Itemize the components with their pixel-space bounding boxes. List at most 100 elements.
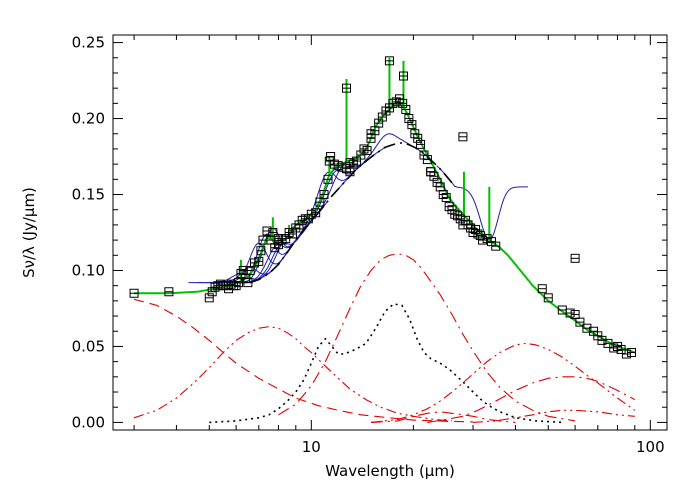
observed-point-59 bbox=[388, 98, 398, 108]
observed-point-46 bbox=[342, 164, 352, 174]
observed-point-1 bbox=[164, 287, 174, 297]
y-tick-label: 0.10 bbox=[72, 261, 105, 279]
y-tick-label: 0.25 bbox=[72, 34, 105, 52]
observed-point-84 bbox=[463, 220, 473, 230]
x-tick-label: 100 bbox=[636, 438, 665, 456]
ticks-layer: 0.00 0.05 0.10 0.15 0.20 0.25 10 100 bbox=[72, 34, 667, 456]
observed-point-110 bbox=[342, 83, 352, 93]
y-tick-label: 0.00 bbox=[72, 413, 105, 431]
observed-point-113 bbox=[273, 234, 283, 244]
observed-point-72 bbox=[429, 171, 439, 181]
x-axis-title: Wavelength (μm) bbox=[325, 462, 455, 480]
observed-point-69 bbox=[419, 150, 429, 160]
x-tick-label: 10 bbox=[302, 438, 321, 456]
observed-point-78 bbox=[447, 205, 457, 215]
observed-point-2 bbox=[204, 293, 214, 303]
observed-point-14 bbox=[236, 269, 246, 279]
observed-point-64 bbox=[404, 114, 414, 124]
observed-point-51 bbox=[359, 144, 369, 154]
observed-point-93 bbox=[491, 241, 501, 251]
observed-point-85 bbox=[466, 223, 476, 233]
observed-point-94 bbox=[537, 284, 547, 294]
observed-point-75 bbox=[438, 190, 448, 200]
observed-point-112 bbox=[398, 71, 408, 81]
observed-point-103 bbox=[597, 335, 607, 345]
series-stellar-component bbox=[133, 298, 474, 423]
observed-point-109 bbox=[626, 348, 636, 358]
observed-point-17 bbox=[243, 278, 253, 288]
observed-point-25 bbox=[268, 228, 278, 237]
observed-point-88 bbox=[473, 229, 483, 239]
observed-point-86 bbox=[468, 228, 478, 237]
observed-point-20 bbox=[254, 256, 264, 266]
observed-point-104 bbox=[603, 338, 613, 348]
plot-frame bbox=[112, 34, 668, 431]
observed-point-97 bbox=[565, 308, 575, 318]
observed-point-115 bbox=[426, 167, 436, 177]
observed-point-6 bbox=[216, 279, 226, 289]
observed-points-layer bbox=[129, 56, 636, 359]
observed-point-50 bbox=[356, 150, 366, 160]
observed-point-116 bbox=[458, 132, 468, 142]
observed-point-40 bbox=[319, 190, 329, 200]
series-hot-dust-component bbox=[133, 326, 453, 422]
observed-point-21 bbox=[256, 246, 266, 256]
series-cold-dust-component-2 bbox=[473, 409, 635, 423]
observed-point-98 bbox=[570, 310, 580, 320]
observed-point-83 bbox=[461, 215, 471, 225]
observed-point-99 bbox=[575, 317, 585, 327]
y-tick-label: 0.05 bbox=[72, 337, 105, 355]
observed-point-41 bbox=[323, 174, 333, 184]
observed-point-118 bbox=[366, 129, 376, 139]
y-axis-title: Sν/λ (Jy/μm) bbox=[20, 187, 38, 278]
observed-point-3 bbox=[207, 287, 217, 297]
observed-point-80 bbox=[453, 211, 463, 221]
series-cool-dust-component bbox=[370, 342, 636, 423]
observed-point-68 bbox=[416, 139, 426, 149]
observed-point-34 bbox=[297, 215, 307, 225]
observed-point-12 bbox=[231, 281, 241, 291]
observed-point-62 bbox=[398, 98, 408, 108]
observed-point-77 bbox=[444, 202, 454, 212]
y-tick-label: 0.15 bbox=[72, 186, 105, 204]
observed-point-38 bbox=[311, 208, 321, 218]
observed-point-13 bbox=[234, 278, 244, 288]
observed-point-111 bbox=[384, 56, 394, 66]
y-tick-label: 0.20 bbox=[72, 110, 105, 128]
observed-point-108 bbox=[621, 349, 631, 359]
observed-point-30 bbox=[284, 228, 294, 237]
series-cold-dust-component-3 bbox=[370, 411, 516, 423]
observed-point-76 bbox=[441, 193, 451, 203]
series-cold-dust-component bbox=[427, 376, 636, 423]
observed-point-0 bbox=[129, 288, 139, 298]
observed-point-70 bbox=[422, 155, 432, 165]
series-warm-dust-component bbox=[278, 253, 576, 422]
observed-point-117 bbox=[324, 156, 334, 166]
observed-point-52 bbox=[362, 145, 372, 155]
observed-point-45 bbox=[337, 162, 347, 172]
observed-point-114 bbox=[345, 167, 355, 177]
observed-point-58 bbox=[384, 103, 394, 113]
observed-point-95 bbox=[543, 293, 553, 303]
observed-point-107 bbox=[616, 344, 626, 354]
observed-point-90 bbox=[478, 235, 488, 245]
observed-point-65 bbox=[407, 120, 417, 130]
observed-point-87 bbox=[470, 224, 480, 234]
observed-point-67 bbox=[413, 133, 423, 143]
observed-point-23 bbox=[262, 226, 272, 236]
observed-point-36 bbox=[303, 214, 313, 224]
observed-point-16 bbox=[241, 273, 251, 283]
observed-point-73 bbox=[432, 177, 442, 187]
observed-point-10 bbox=[226, 279, 236, 289]
observed-point-33 bbox=[294, 220, 304, 230]
observed-point-66 bbox=[410, 129, 420, 139]
observed-point-81 bbox=[455, 214, 465, 224]
observed-point-31 bbox=[288, 229, 298, 239]
observed-point-63 bbox=[401, 104, 411, 114]
observed-point-32 bbox=[291, 223, 301, 233]
observed-point-79 bbox=[450, 209, 460, 219]
observed-point-119 bbox=[570, 253, 580, 263]
observed-point-61 bbox=[394, 94, 404, 104]
